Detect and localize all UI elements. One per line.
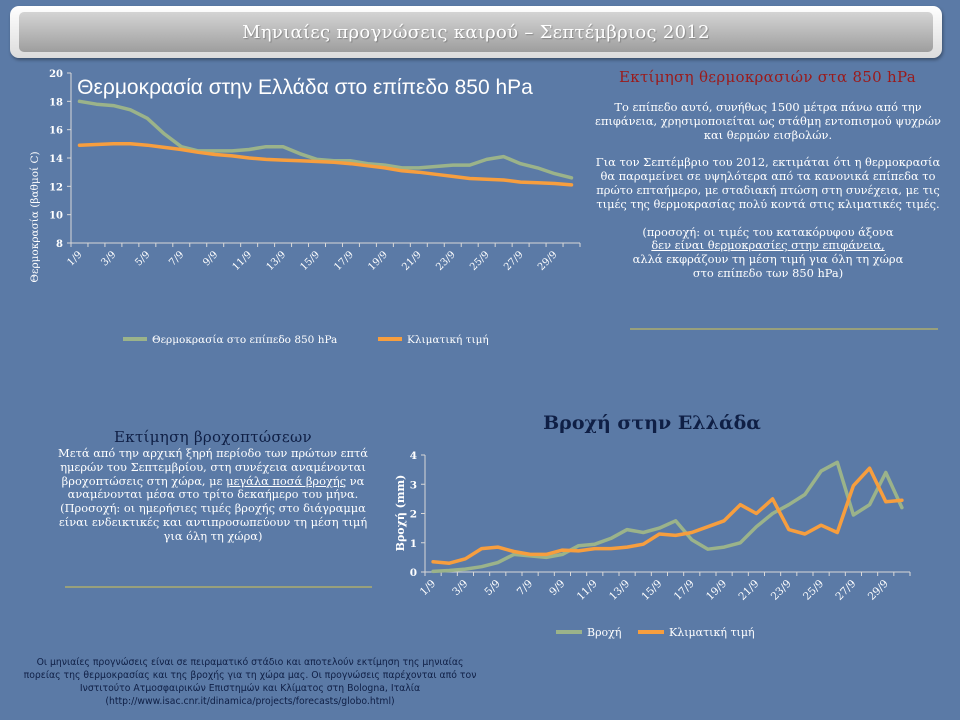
temperature-note-a: (προσοχή: οι τιμές του κατακόρυφου άξονα bbox=[642, 224, 894, 239]
temperature-y-tick-label: 16 bbox=[49, 126, 63, 137]
temperature-y-tick-label: 8 bbox=[56, 239, 63, 250]
temperature-x-tick-label: 7/9 bbox=[167, 249, 186, 268]
rain-description: Μετά από την αρχική ξηρή περίοδο των πρώ… bbox=[48, 446, 378, 544]
temperature-y-tick-label: 20 bbox=[49, 69, 63, 80]
temperature-x-tick-label: 21/9 bbox=[400, 249, 424, 273]
temperature-axes bbox=[67, 72, 581, 247]
temperature-x-tick-label: 11/9 bbox=[231, 249, 255, 273]
rain-x-tick-label: 3/9 bbox=[450, 578, 470, 598]
rain-forecast-line bbox=[431, 460, 904, 574]
rain-x-tick-label: 29/9 bbox=[866, 578, 891, 603]
rain-lines bbox=[431, 460, 904, 574]
temperature-x-tick-label: 13/9 bbox=[265, 249, 289, 273]
rain-x-tick-label: 19/9 bbox=[704, 578, 729, 603]
page-title: Μηνιαίες προγνώσεις καιρού – Σεπτέμβριος… bbox=[242, 21, 710, 43]
rain-x-tick-label: 1/9 bbox=[418, 578, 438, 598]
temperature-x-tick-label: 17/9 bbox=[332, 249, 356, 273]
temperature-x-tick-label: 15/9 bbox=[298, 249, 322, 273]
rain-x-tick-label: 23/9 bbox=[769, 578, 794, 603]
temperature-note-d: στο επίπεδο των 850 hPa) bbox=[692, 265, 844, 280]
rain-chart: Βροχή στην Ελλάδα 0 1 2 3 4 1/9 3/9 5/9 7/9 9/9 11… bbox=[394, 412, 911, 639]
temperature-x-tick-label: 19/9 bbox=[366, 249, 390, 273]
rain-axes bbox=[421, 454, 911, 576]
temperature-chart: 8 10 12 14 16 18 20 1/9 3/9 5/9 7/9 9/9 11/9 13/9 15/9… bbox=[28, 69, 581, 346]
rain-paragraph-1b: μεγάλα ποσά βροχής bbox=[226, 473, 347, 488]
temperature-y-tick-label: 18 bbox=[49, 97, 63, 108]
rain-ylabel: Βροχή (mm) bbox=[394, 475, 407, 552]
rain-chart-title: Βροχή στην Ελλάδα bbox=[543, 412, 761, 434]
rain-y-tick-label: 1 bbox=[410, 538, 417, 550]
temperature-chart-title: Θερμοκρασία στην Ελλάδα στο επίπεδο 850 … bbox=[77, 76, 533, 99]
temperature-legend: Θερμοκρασία στο επίπεδο 850 hPa Κλιματικ… bbox=[123, 333, 489, 346]
temperature-note: (προσοχή: οι τιμές του κατακόρυφου άξονα… bbox=[594, 224, 942, 281]
rain-x-tick-label: 17/9 bbox=[672, 578, 697, 603]
temperature-x-tick-label: 9/9 bbox=[201, 249, 220, 268]
rain-y-tick-label: 0 bbox=[410, 567, 417, 579]
rain-x-tick-label: 15/9 bbox=[639, 578, 664, 603]
temperature-note-c: αλλά εκφράζουν τη μέση τιμή για όλη τη χ… bbox=[632, 252, 904, 267]
rain-divider bbox=[65, 586, 372, 588]
legend-label-rain: Βροχή bbox=[587, 626, 621, 639]
rain-x-tick-label: 5/9 bbox=[482, 578, 502, 598]
rain-paragraph-2: (Προσοχή: οι ημερήσιες τιμές βροχής στο … bbox=[58, 501, 368, 543]
rain-x-tick-label: 25/9 bbox=[801, 578, 826, 603]
temperature-x-tick-label: 23/9 bbox=[434, 249, 458, 273]
legend-label-climate: Κλιματική τιμή bbox=[407, 333, 489, 346]
rain-x-tick-label: 21/9 bbox=[736, 578, 761, 603]
temperature-y-tick-label: 14 bbox=[49, 154, 63, 165]
rain-x-tick-label: 11/9 bbox=[575, 578, 600, 603]
rain-x-tick-label: 7/9 bbox=[515, 578, 535, 598]
legend-label-forecast: Θερμοκρασία στο επίπεδο 850 hPa bbox=[152, 333, 337, 346]
rain-y-tick-label: 2 bbox=[410, 509, 417, 521]
temperature-x-tick-label: 25/9 bbox=[468, 249, 492, 273]
rain-x-tick-label: 9/9 bbox=[547, 578, 567, 598]
rain-paragraph-1c: να αναμένονται μέσα στο τρίτο δεκαήμερο … bbox=[67, 473, 365, 502]
temperature-x-tick-label: 1/9 bbox=[65, 249, 84, 268]
temperature-divider bbox=[630, 328, 938, 330]
rain-paragraph-1: Μετά από την αρχική ξηρή περίοδο των πρώ… bbox=[48, 446, 378, 502]
rain-y-tick-label: 3 bbox=[410, 479, 417, 491]
temperature-heading: Εκτίμηση θερμοκρασιών στα 850 hPa bbox=[619, 68, 916, 86]
rain-x-tick-label: 27/9 bbox=[833, 578, 858, 603]
footer-note: Οι μηνιαίες προγνώσεις είναι σε πειραματ… bbox=[23, 657, 477, 707]
legend-label-rain-climate: Κλιματική τιμή bbox=[669, 626, 755, 639]
temperature-forecast-line bbox=[77, 99, 574, 180]
temperature-y-tick-label: 12 bbox=[49, 182, 63, 193]
rain-x-tick-label: 13/9 bbox=[607, 578, 632, 603]
temperature-y-tick-label: 10 bbox=[49, 211, 63, 222]
temperature-paragraph-1: Το επίπεδο αυτό, συνήθως 1500 μέτρα πάνω… bbox=[595, 100, 941, 142]
rain-legend: Βροχή Κλιματική τιμή bbox=[556, 626, 755, 639]
temperature-x-tick-label: 29/9 bbox=[536, 249, 560, 273]
temperature-ylabel: Θερμοκρασία (βαθμοί C) bbox=[28, 151, 41, 282]
rain-y-tick-label: 4 bbox=[410, 450, 417, 462]
temperature-paragraph-2: Για τον Σεπτέμβριο του 2012, εκτιμάται ό… bbox=[595, 155, 941, 211]
rain-paragraph-1a: Μετά από την αρχική ξηρή περίοδο των πρώ… bbox=[58, 446, 368, 488]
temperature-x-tick-label: 5/9 bbox=[133, 249, 152, 268]
title-banner-inner: Μηνιαίες προγνώσεις καιρού – Σεπτέμβριος… bbox=[19, 12, 933, 52]
temperature-description: Το επίπεδο αυτό, συνήθως 1500 μέτρα πάνω… bbox=[594, 100, 942, 281]
temperature-x-tick-label: 3/9 bbox=[99, 249, 118, 268]
title-banner: Μηνιαίες προγνώσεις καιρού – Σεπτέμβριος… bbox=[10, 6, 942, 58]
temperature-climate-line bbox=[77, 142, 574, 187]
rain-climate-line bbox=[431, 466, 904, 565]
temperature-lines bbox=[77, 99, 574, 187]
temperature-x-tick-label: 27/9 bbox=[502, 249, 526, 273]
rain-heading: Εκτίμηση βροχοπτώσεων bbox=[114, 428, 312, 446]
temperature-note-b: δεν είναι θερμοκρασίες στην επιφάνεια, bbox=[651, 238, 885, 253]
